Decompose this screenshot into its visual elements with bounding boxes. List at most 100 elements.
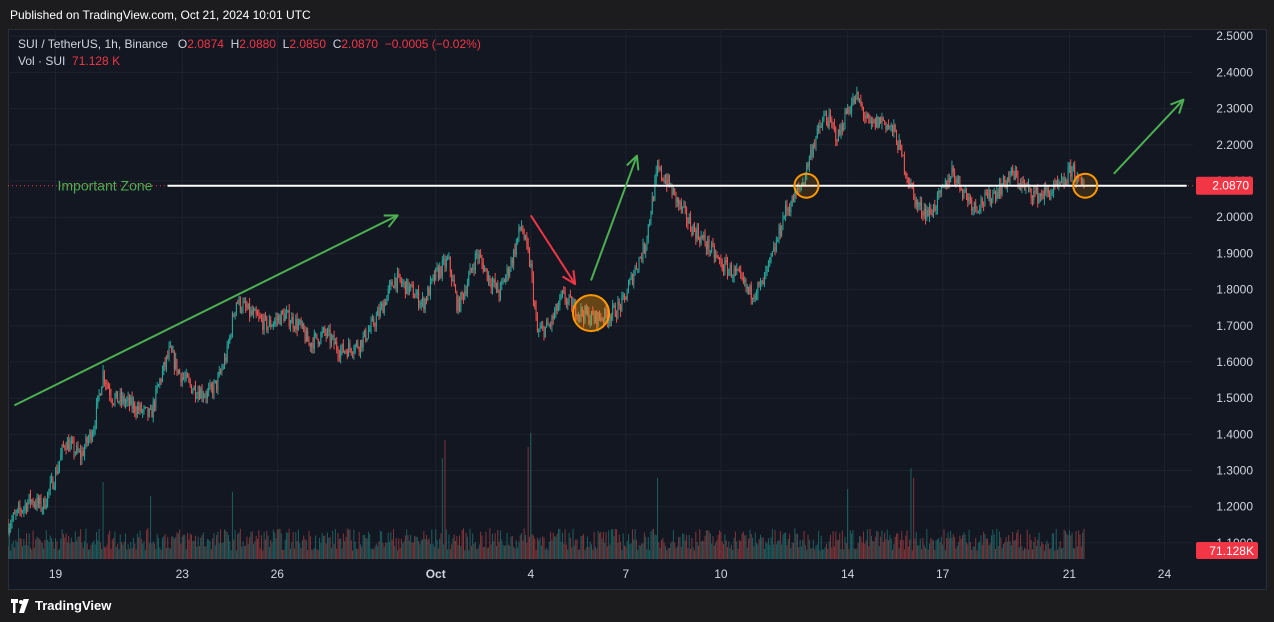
candle-body [882, 117, 884, 121]
volume-bar [997, 545, 999, 559]
volume-bar [535, 550, 537, 559]
candle-body [239, 297, 241, 311]
candle-body [614, 305, 616, 317]
candle-body [80, 450, 82, 459]
volume-bar [24, 544, 26, 559]
volume-bar [101, 548, 103, 559]
candle-body [1022, 181, 1024, 183]
candle-body [791, 195, 793, 207]
brand[interactable]: TradingView [10, 598, 111, 613]
candle-body [877, 117, 879, 128]
candle-body [724, 260, 726, 272]
chart-frame[interactable] [8, 29, 1267, 590]
volume-bar [506, 532, 508, 559]
volume-bar [650, 531, 652, 559]
candle-body [769, 257, 771, 263]
volume-bar [778, 540, 780, 559]
candle-body [1039, 194, 1041, 196]
volume-bar [851, 533, 853, 559]
volume-bar [346, 528, 348, 559]
volume-bar [225, 530, 227, 559]
candle-body [1079, 177, 1081, 179]
candle-body [824, 114, 826, 116]
candle-body [775, 241, 777, 252]
candle-body [425, 298, 427, 301]
candle-body [406, 279, 408, 295]
volume-bar [732, 549, 734, 559]
candle-body [143, 407, 145, 411]
candle-body [536, 317, 538, 332]
candle-body [457, 299, 459, 311]
candle-body [95, 403, 97, 425]
volume-bar [675, 548, 677, 559]
volume-bar [719, 530, 721, 559]
candle-body [1076, 175, 1078, 183]
volume-bar [74, 531, 76, 559]
volume-bar [752, 537, 754, 559]
candle-body [601, 319, 603, 321]
candle-body [377, 309, 379, 316]
candle-body [53, 485, 55, 489]
volume-bar [127, 544, 129, 559]
candle-body [796, 187, 798, 193]
candle-body [1042, 196, 1044, 200]
volume-bar [305, 540, 307, 559]
candle-body [492, 282, 494, 289]
volume-bar [700, 541, 702, 559]
volume-bar [308, 530, 310, 559]
volume-bar [61, 529, 63, 559]
volume-bar [433, 546, 435, 559]
volume-bar [942, 544, 944, 559]
volume-bar [820, 535, 822, 559]
candle-body [231, 315, 233, 336]
volume-bar [165, 547, 167, 559]
volume-bar [365, 537, 367, 559]
candlestick-chart[interactable]: Important Zone 2.50002.40002.30002.20002… [8, 29, 1267, 590]
volume-bar [551, 540, 553, 559]
volume-bar [898, 548, 900, 559]
candle-body [856, 91, 858, 96]
candle-body [15, 512, 17, 514]
candle-body [1014, 170, 1016, 179]
volume-bar [200, 537, 202, 559]
volume-bar [704, 535, 706, 559]
volume-bar [309, 536, 311, 559]
candle-body [123, 396, 125, 404]
candle-body [334, 341, 336, 345]
candle-body [196, 396, 198, 398]
candle-body [637, 268, 639, 270]
candle-body [456, 292, 458, 311]
candle-body [225, 357, 227, 362]
volume-bar [317, 550, 319, 559]
symbol-label[interactable]: SUI / TetherUS, 1h, Binance [18, 37, 168, 51]
volume-bar [177, 533, 179, 559]
candle-body [295, 318, 297, 330]
candle-body [235, 302, 237, 313]
volume-bar [527, 447, 529, 559]
volume-bar [275, 538, 277, 559]
candle-body [544, 326, 546, 337]
volume-bar [872, 541, 874, 559]
volume-label[interactable]: Vol · SUI [18, 54, 66, 68]
volume-bar [461, 530, 463, 559]
candle-body [616, 316, 618, 318]
volume-bar [262, 550, 264, 559]
volume-bar [1057, 549, 1059, 559]
volume-bar [654, 534, 656, 559]
volume-bar [894, 536, 896, 559]
candle-body [189, 380, 191, 385]
candle-body [874, 119, 876, 128]
arrow-head [383, 214, 399, 228]
volume-bar [494, 533, 496, 559]
candle-body [643, 243, 645, 253]
candle-body [535, 306, 537, 318]
volume-bar [703, 541, 705, 559]
candle-body [1000, 183, 1002, 195]
volume-bar [348, 529, 350, 559]
volume-bar [956, 545, 958, 559]
candle-body [963, 190, 965, 198]
volume-bar [539, 537, 541, 559]
candle-body [612, 305, 614, 316]
volume-bar [766, 543, 768, 559]
candle-body [785, 204, 787, 217]
